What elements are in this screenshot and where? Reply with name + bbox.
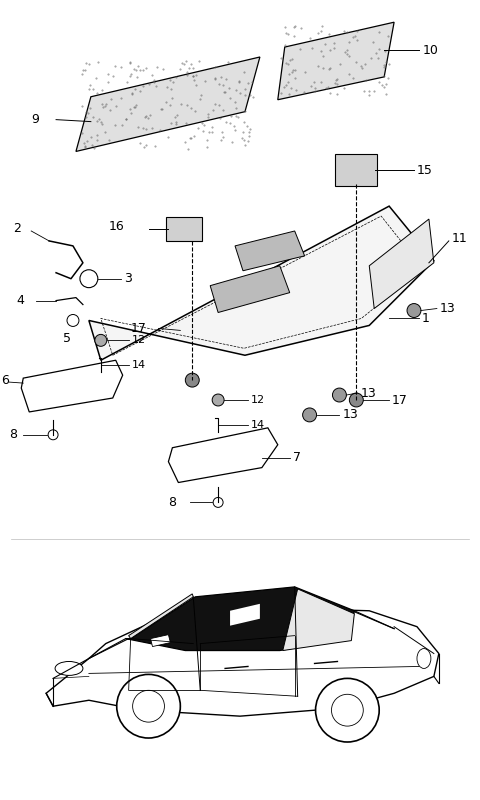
Circle shape (302, 408, 316, 422)
Text: 10: 10 (423, 43, 439, 57)
Text: 4: 4 (16, 294, 24, 307)
Circle shape (117, 674, 180, 738)
Circle shape (48, 430, 58, 440)
Text: 7: 7 (293, 451, 300, 464)
Circle shape (213, 498, 223, 507)
Circle shape (185, 373, 199, 387)
Text: 14: 14 (251, 420, 265, 430)
Text: 11: 11 (452, 233, 468, 246)
Text: 1: 1 (422, 312, 430, 325)
Polygon shape (369, 219, 434, 309)
Circle shape (80, 270, 98, 288)
Polygon shape (89, 206, 434, 360)
Polygon shape (76, 57, 260, 151)
Circle shape (212, 394, 224, 406)
Polygon shape (235, 231, 305, 270)
Text: 9: 9 (31, 113, 39, 126)
Polygon shape (230, 604, 260, 626)
FancyBboxPatch shape (167, 217, 202, 241)
Text: 13: 13 (440, 302, 456, 315)
Polygon shape (283, 589, 354, 650)
Text: 15: 15 (417, 164, 433, 177)
Circle shape (349, 393, 363, 407)
Circle shape (132, 690, 165, 722)
Text: 2: 2 (13, 222, 21, 235)
Circle shape (315, 678, 379, 742)
Ellipse shape (417, 649, 431, 669)
Text: 12: 12 (251, 395, 265, 405)
Text: 12: 12 (132, 335, 146, 346)
Polygon shape (46, 606, 439, 716)
Text: 6: 6 (1, 374, 9, 386)
Polygon shape (278, 22, 394, 100)
Circle shape (67, 314, 79, 326)
Circle shape (332, 694, 363, 726)
Ellipse shape (55, 662, 83, 675)
Polygon shape (129, 594, 193, 638)
Text: 3: 3 (124, 272, 132, 286)
Text: 16: 16 (109, 219, 124, 233)
FancyBboxPatch shape (336, 154, 377, 186)
Polygon shape (151, 634, 170, 646)
Text: 8: 8 (168, 496, 177, 509)
Text: 14: 14 (132, 360, 146, 370)
Polygon shape (168, 428, 278, 482)
Text: 5: 5 (63, 332, 71, 345)
Polygon shape (126, 587, 354, 650)
Circle shape (407, 303, 421, 318)
Text: 8: 8 (9, 428, 17, 442)
Text: 13: 13 (360, 386, 376, 399)
Circle shape (95, 334, 107, 346)
Polygon shape (210, 266, 290, 313)
Text: 17: 17 (392, 394, 408, 406)
Text: 17: 17 (131, 322, 146, 335)
Polygon shape (21, 360, 123, 412)
Text: 13: 13 (342, 409, 358, 422)
Circle shape (333, 388, 347, 402)
